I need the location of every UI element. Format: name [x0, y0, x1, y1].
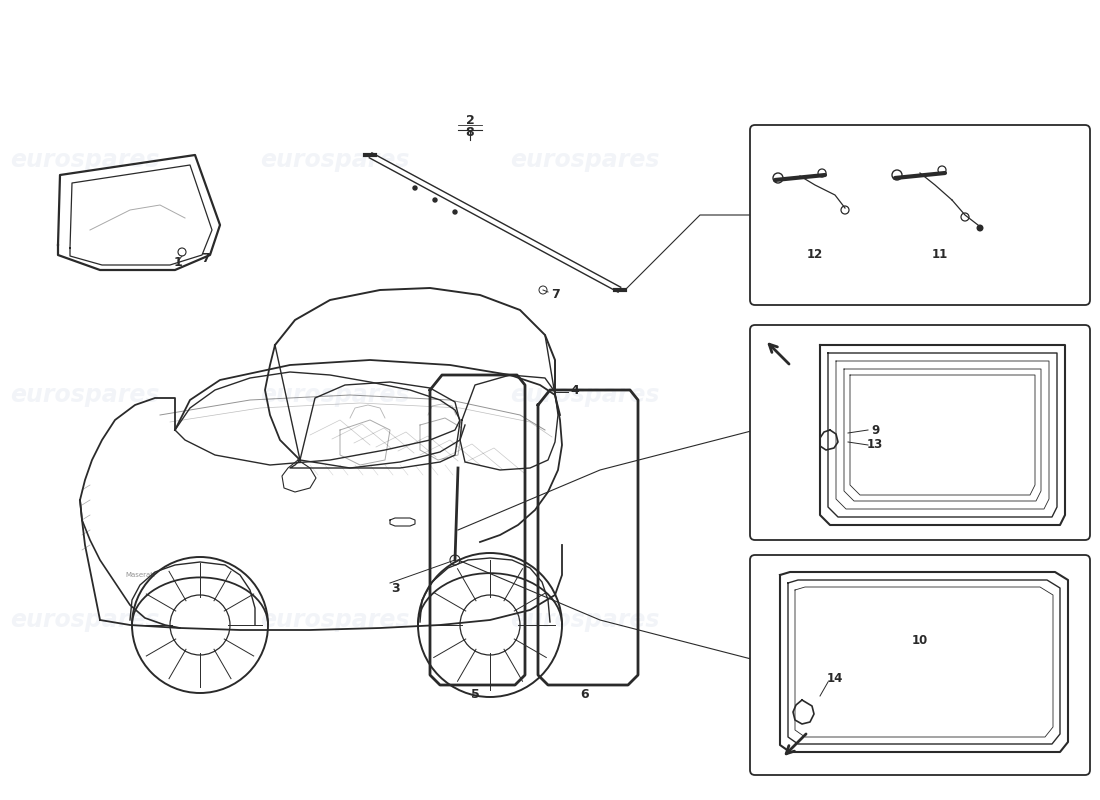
Text: 7: 7	[200, 251, 209, 265]
Text: eurospares: eurospares	[260, 608, 409, 632]
Text: eurospares: eurospares	[760, 148, 910, 172]
Text: 5: 5	[471, 689, 480, 702]
Text: 7: 7	[551, 289, 560, 302]
Text: eurospares: eurospares	[510, 383, 660, 407]
Text: eurospares: eurospares	[260, 148, 409, 172]
FancyBboxPatch shape	[750, 125, 1090, 305]
Circle shape	[412, 186, 417, 190]
FancyBboxPatch shape	[750, 325, 1090, 540]
Text: 14: 14	[827, 671, 844, 685]
Text: eurospares: eurospares	[10, 383, 160, 407]
Text: 1: 1	[174, 257, 183, 270]
Circle shape	[433, 198, 437, 202]
Text: eurospares: eurospares	[510, 608, 660, 632]
Text: 3: 3	[390, 582, 399, 594]
Text: eurospares: eurospares	[510, 148, 660, 172]
Text: Maserati: Maserati	[125, 572, 155, 578]
Text: 13: 13	[867, 438, 883, 451]
FancyBboxPatch shape	[750, 555, 1090, 775]
Circle shape	[453, 210, 456, 214]
Circle shape	[977, 225, 983, 231]
Text: 10: 10	[912, 634, 928, 646]
Text: 11: 11	[932, 249, 948, 262]
Text: 2: 2	[465, 114, 474, 126]
Text: 9: 9	[871, 423, 879, 437]
Text: eurospares: eurospares	[260, 383, 409, 407]
Text: 8: 8	[465, 126, 474, 138]
Text: 12: 12	[807, 249, 823, 262]
Text: eurospares: eurospares	[10, 148, 160, 172]
Text: eurospares: eurospares	[10, 608, 160, 632]
Text: 6: 6	[581, 689, 590, 702]
Text: 4: 4	[571, 383, 580, 397]
Polygon shape	[776, 173, 825, 182]
